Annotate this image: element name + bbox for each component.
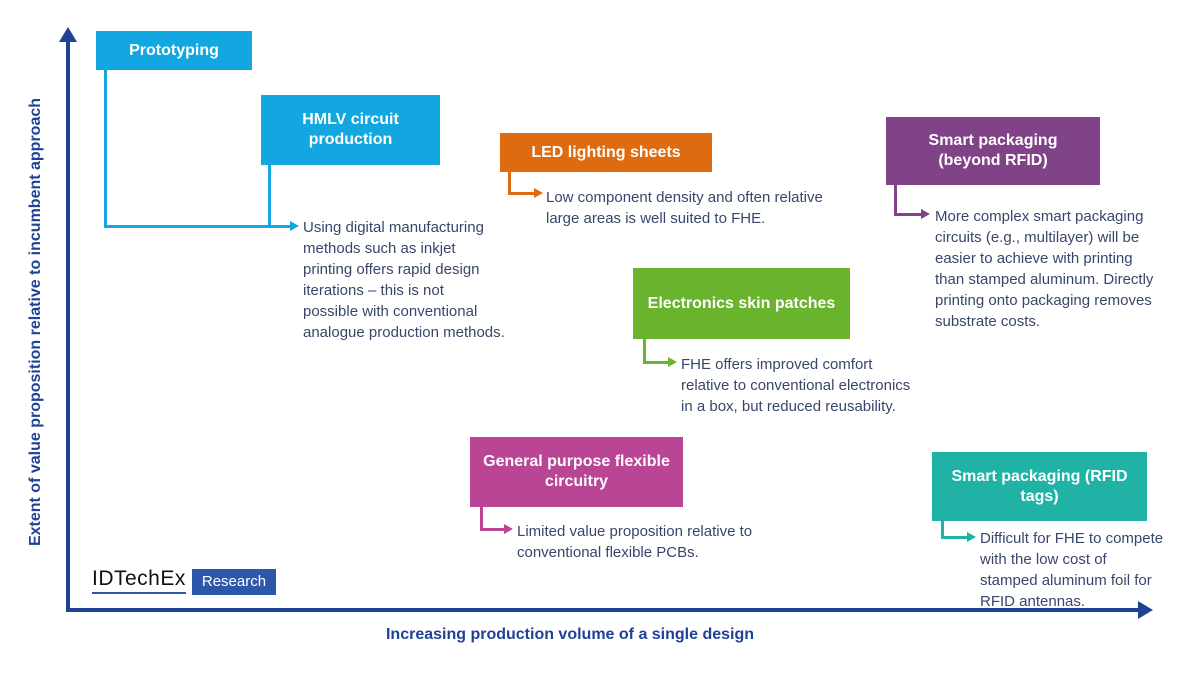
- connector-led-horizontal: [508, 192, 534, 195]
- y-axis-line: [66, 40, 70, 612]
- box-hmlv-circuit-production: HMLV circuit production: [261, 95, 440, 165]
- connector-flex-arrowhead-icon: [504, 524, 513, 534]
- y-axis-label: Extent of value proposition relative to …: [27, 97, 44, 547]
- note-electronics-skin-patches: FHE offers improved comfort relative to …: [681, 356, 911, 415]
- connector-smart-rfid-arrowhead-icon: [967, 532, 976, 542]
- connector-led-vertical: [508, 172, 511, 195]
- box-prototyping: Prototyping: [96, 31, 252, 70]
- note-smart-packaging-beyond-rfid: More complex smart packaging circuits (e…: [935, 208, 1154, 330]
- logo-brand-text: IDTechEx: [92, 568, 186, 594]
- connector-flex-vertical: [480, 507, 483, 531]
- box-electronics-skin-patches: Electronics skin patches: [633, 268, 850, 339]
- connector-flex-horizontal: [480, 528, 504, 531]
- connector-hmlv-vertical: [268, 165, 271, 228]
- logo-research-badge: Research: [191, 569, 277, 595]
- connector-cyan-horizontal: [104, 225, 290, 228]
- note-digital-manufacturing: Using digital manufacturing methods such…: [303, 219, 505, 341]
- connector-skin-horizontal: [643, 361, 668, 364]
- connector-skin-vertical: [643, 339, 646, 364]
- connector-skin-arrowhead-icon: [668, 357, 677, 367]
- connector-led-arrowhead-icon: [534, 188, 543, 198]
- connector-smart-beyond-arrowhead-icon: [921, 209, 930, 219]
- x-axis-label: Increasing production volume of a single…: [385, 626, 755, 643]
- connector-smart-rfid-horizontal: [941, 536, 967, 539]
- box-smart-packaging-beyond-rfid: Smart packaging (beyond RFID): [886, 117, 1100, 185]
- idtechex-logo: IDTechEx Research: [92, 568, 277, 595]
- note-smart-packaging-rfid-tags: Difficult for FHE to compete with the lo…: [980, 530, 1164, 610]
- connector-smart-beyond-horizontal: [894, 213, 921, 216]
- box-smart-packaging-rfid-tags: Smart packaging (RFID tags): [932, 452, 1147, 521]
- x-axis-arrowhead-icon: [1138, 601, 1153, 619]
- connector-smart-rfid-vertical: [941, 521, 944, 539]
- box-led-lighting-sheets: LED lighting sheets: [500, 133, 712, 172]
- x-axis-line: [66, 608, 1138, 612]
- note-flexible-circuitry: Limited value proposition relative to co…: [517, 523, 753, 561]
- connector-cyan-arrowhead-icon: [290, 221, 299, 231]
- y-axis-arrowhead-icon: [59, 27, 77, 42]
- box-general-purpose-flexible-circuitry: General purpose flexible circuitry: [470, 437, 683, 507]
- note-led-lighting-sheets: Low component density and often relative…: [546, 189, 823, 227]
- connector-smart-beyond-vertical: [894, 185, 897, 216]
- connector-prototyping-vertical: [104, 70, 107, 228]
